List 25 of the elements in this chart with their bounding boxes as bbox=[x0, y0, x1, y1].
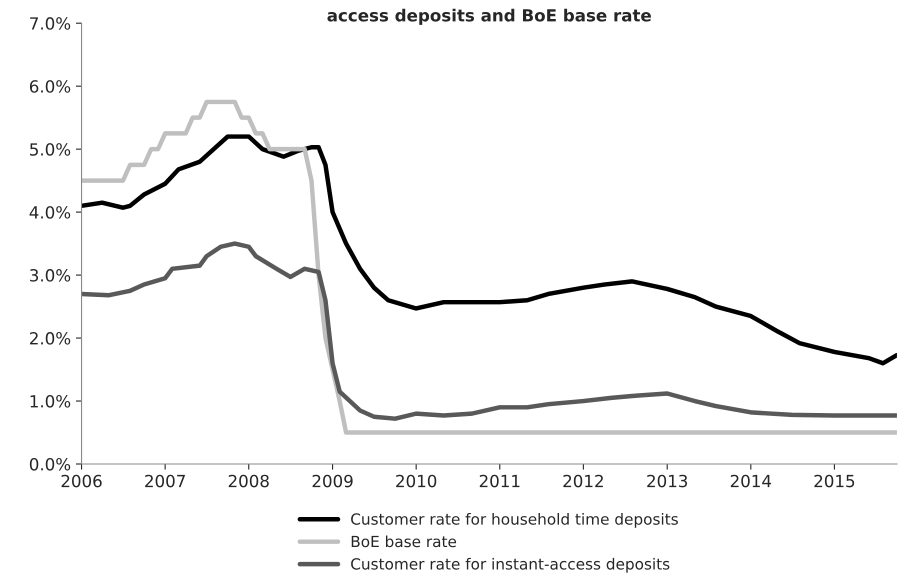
x-tick-label: 2015 bbox=[814, 474, 854, 488]
y-tick-label: 1.0% bbox=[30, 394, 70, 408]
y-tick-label: 4.0% bbox=[30, 206, 70, 219]
line-series bbox=[82, 241, 897, 421]
x-tick-label: 2006 bbox=[62, 474, 102, 488]
x-tick-label: 2012 bbox=[563, 474, 603, 488]
y-tick-label: 6.0% bbox=[30, 80, 70, 93]
line-series bbox=[82, 100, 897, 435]
x-tick-label: 2009 bbox=[312, 474, 353, 488]
chart-title: access deposits and BoE base rate bbox=[327, 8, 651, 25]
legend-label: Customer rate for instant-access deposits bbox=[351, 558, 670, 573]
x-tick-label: 2011 bbox=[480, 474, 520, 488]
line-series bbox=[82, 134, 897, 366]
x-tick-label: 2010 bbox=[396, 474, 436, 488]
legend-label: Customer rate for household time deposits bbox=[351, 513, 678, 528]
legend-label: BoE base rate bbox=[352, 535, 456, 548]
x-tick-label: 2013 bbox=[647, 474, 688, 488]
x-tick-label: 2014 bbox=[730, 474, 772, 488]
y-tick-label: 2.0% bbox=[30, 332, 70, 345]
y-tick-label: 3.0% bbox=[30, 269, 70, 282]
x-tick-label: 2007 bbox=[145, 474, 185, 488]
y-tick-label: 5.0% bbox=[30, 143, 70, 156]
x-tick-label: 2008 bbox=[228, 474, 269, 488]
y-tick-label: 7.0% bbox=[30, 17, 70, 30]
y-tick-label: 0.0% bbox=[30, 458, 70, 471]
